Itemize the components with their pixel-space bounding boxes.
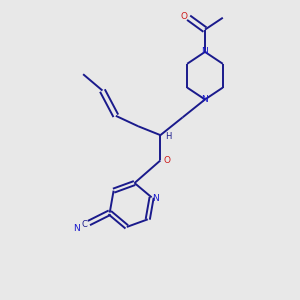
Text: N: N — [202, 95, 208, 104]
Text: N: N — [202, 47, 208, 56]
Text: O: O — [164, 156, 170, 165]
Text: N: N — [152, 194, 159, 203]
Text: O: O — [180, 12, 187, 21]
Text: H: H — [166, 132, 172, 141]
Text: C: C — [82, 220, 88, 229]
Text: N: N — [73, 224, 80, 233]
